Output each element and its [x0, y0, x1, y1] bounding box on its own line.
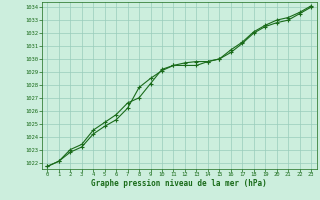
X-axis label: Graphe pression niveau de la mer (hPa): Graphe pression niveau de la mer (hPa) [91, 179, 267, 188]
